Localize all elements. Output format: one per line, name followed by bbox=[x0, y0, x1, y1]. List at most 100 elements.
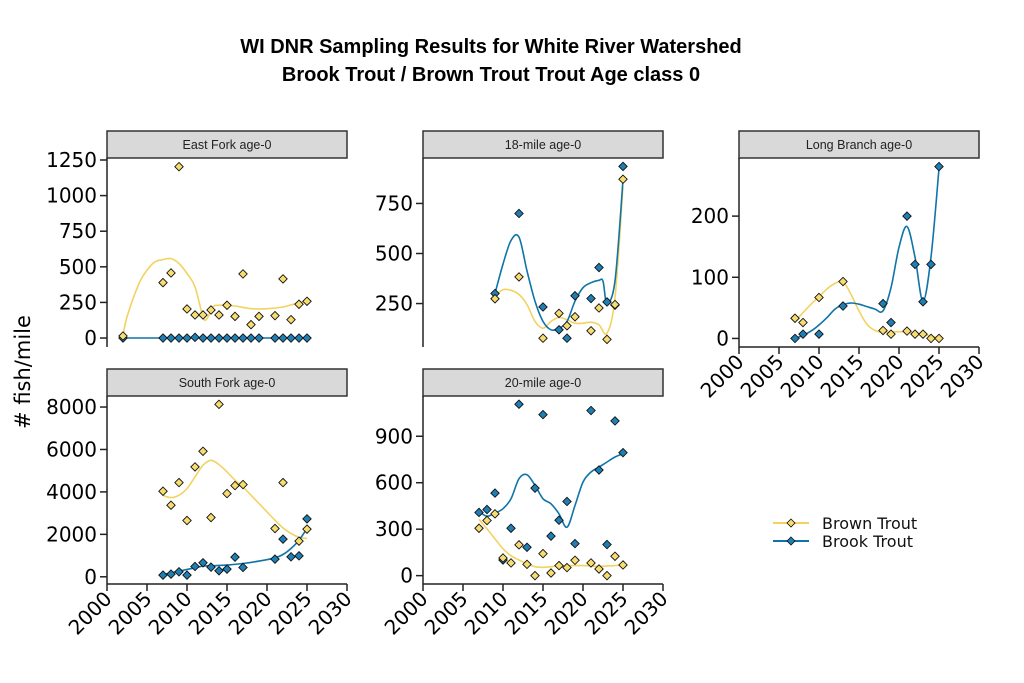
data-point-brook-trout bbox=[490, 488, 500, 498]
data-point-brook-trout bbox=[278, 333, 288, 343]
data-point-brook-trout bbox=[222, 333, 232, 343]
data-point-brook-trout bbox=[586, 405, 596, 416]
data-point-brook-trout bbox=[506, 523, 516, 534]
data-point-brook-trout bbox=[198, 333, 208, 343]
trend-line-brown-trout bbox=[122, 257, 308, 337]
panel-title: Long Branch age-0 bbox=[806, 138, 912, 152]
data-point-brown-trout bbox=[530, 570, 540, 581]
panel-title: East Fork age-0 bbox=[183, 138, 272, 152]
data-point-brook-trout bbox=[838, 301, 848, 311]
data-point-brown-trout bbox=[602, 570, 612, 581]
data-point-brook-trout bbox=[214, 565, 224, 576]
data-point-brown-trout bbox=[482, 515, 492, 526]
x-tick-label: 2010 bbox=[776, 350, 829, 403]
y-tick-label: 500 bbox=[59, 255, 97, 279]
data-point-brook-trout bbox=[166, 333, 176, 343]
data-point-brook-trout bbox=[294, 333, 304, 343]
data-point-brook-trout bbox=[190, 561, 200, 572]
data-point-brook-trout bbox=[618, 447, 628, 458]
legend-item-brown-trout: Brown Trout bbox=[773, 514, 917, 533]
data-point-brown-trout bbox=[254, 311, 264, 322]
panel-east-fork: East Fork age-0 0 250 500 750 1000 1250 bbox=[46, 130, 348, 350]
data-point-brown-trout bbox=[294, 299, 304, 310]
data-point-brook-trout bbox=[182, 333, 192, 343]
data-point-brook-trout bbox=[546, 531, 556, 541]
data-point-brown-trout bbox=[538, 333, 548, 344]
y-tick-label: 4000 bbox=[46, 480, 97, 504]
data-point-brook-trout bbox=[602, 297, 612, 307]
data-point-brown-trout bbox=[238, 479, 248, 490]
data-point-brook-trout bbox=[798, 329, 808, 339]
data-point-brown-trout bbox=[278, 477, 288, 488]
data-point-brown-trout bbox=[790, 313, 800, 324]
data-point-brown-trout bbox=[562, 562, 572, 573]
data-point-brook-trout bbox=[934, 161, 944, 172]
data-point-brook-trout bbox=[174, 566, 184, 577]
data-point-brown-trout bbox=[586, 558, 596, 568]
panel-strip bbox=[738, 130, 980, 159]
data-point-brook-trout bbox=[538, 409, 548, 420]
y-tick-label: 2000 bbox=[46, 522, 97, 546]
data-point-brown-trout bbox=[230, 480, 240, 491]
data-point-brook-trout bbox=[554, 324, 564, 335]
data-point-brown-trout bbox=[174, 161, 184, 172]
data-point-brown-trout bbox=[618, 560, 628, 570]
data-point-brown-trout bbox=[886, 329, 896, 339]
data-point-brook-trout bbox=[618, 161, 628, 172]
x-tick-label: 2005 bbox=[420, 587, 473, 640]
y-tick-label: 750 bbox=[375, 191, 413, 215]
x-tick-label: 2030 bbox=[304, 587, 357, 640]
panel-18-mile: 18-mile age-0 250 500 750 bbox=[375, 130, 664, 347]
data-point-brown-trout bbox=[610, 299, 620, 310]
data-point-brook-trout bbox=[514, 208, 524, 219]
data-point-brook-trout bbox=[514, 399, 524, 410]
y-tick-label: 8000 bbox=[46, 395, 97, 419]
y-tick-label: 250 bbox=[375, 292, 413, 316]
data-point-brown-trout bbox=[270, 523, 280, 534]
data-point-brown-trout bbox=[118, 331, 128, 341]
data-point-brook-trout bbox=[594, 262, 604, 273]
data-point-brook-trout bbox=[206, 562, 216, 572]
x-tick-label: 2030 bbox=[936, 350, 989, 403]
data-point-brook-trout bbox=[474, 507, 484, 518]
data-point-brook-trout bbox=[530, 483, 540, 493]
x-tick-label: 2015 bbox=[500, 587, 553, 640]
data-point-brown-trout bbox=[166, 500, 176, 511]
data-point-brown-trout bbox=[522, 559, 532, 570]
data-point-brook-trout bbox=[270, 333, 280, 343]
x-tick-label: 2025 bbox=[264, 587, 317, 640]
y-tick-label: 750 bbox=[59, 219, 97, 243]
data-point-brown-trout bbox=[182, 304, 192, 314]
data-point-brook-trout bbox=[902, 211, 912, 221]
data-point-brown-trout bbox=[570, 311, 580, 322]
data-point-brook-trout bbox=[206, 333, 216, 343]
x-tick-label: 2000 bbox=[64, 587, 117, 640]
data-point-brook-trout bbox=[538, 302, 548, 312]
data-point-brown-trout bbox=[602, 334, 612, 345]
data-point-brown-trout bbox=[238, 269, 248, 279]
data-point-brown-trout bbox=[594, 303, 604, 313]
data-point-brown-trout bbox=[538, 548, 548, 559]
panel-strip bbox=[422, 130, 664, 159]
data-point-brown-trout bbox=[618, 174, 628, 185]
data-point-brown-trout bbox=[294, 536, 304, 546]
chart-title: WI DNR Sampling Results for White River … bbox=[0, 33, 982, 89]
chart-title-line-2: Brook Trout / Brown Trout Trout Age clas… bbox=[281, 64, 701, 86]
data-point-brook-trout bbox=[230, 333, 240, 343]
data-point-brown-trout bbox=[918, 329, 928, 339]
data-point-brook-trout bbox=[562, 333, 572, 344]
y-tick-label: 0 bbox=[400, 564, 413, 588]
data-point-brown-trout bbox=[586, 325, 596, 336]
data-point-brown-trout bbox=[222, 300, 232, 311]
panel-south-fork: South Fork age-0020004000600080002000200… bbox=[46, 368, 357, 640]
legend-label: Brook Trout bbox=[822, 532, 913, 551]
y-tick-label: 6000 bbox=[46, 437, 97, 461]
y-tick-label: 1250 bbox=[46, 148, 97, 172]
data-point-brook-trout bbox=[238, 333, 248, 343]
x-tick-label: 2010 bbox=[460, 587, 513, 640]
x-tick-label: 2025 bbox=[580, 587, 633, 640]
panel-strip bbox=[422, 368, 664, 397]
legend-diamond-icon bbox=[786, 536, 796, 546]
